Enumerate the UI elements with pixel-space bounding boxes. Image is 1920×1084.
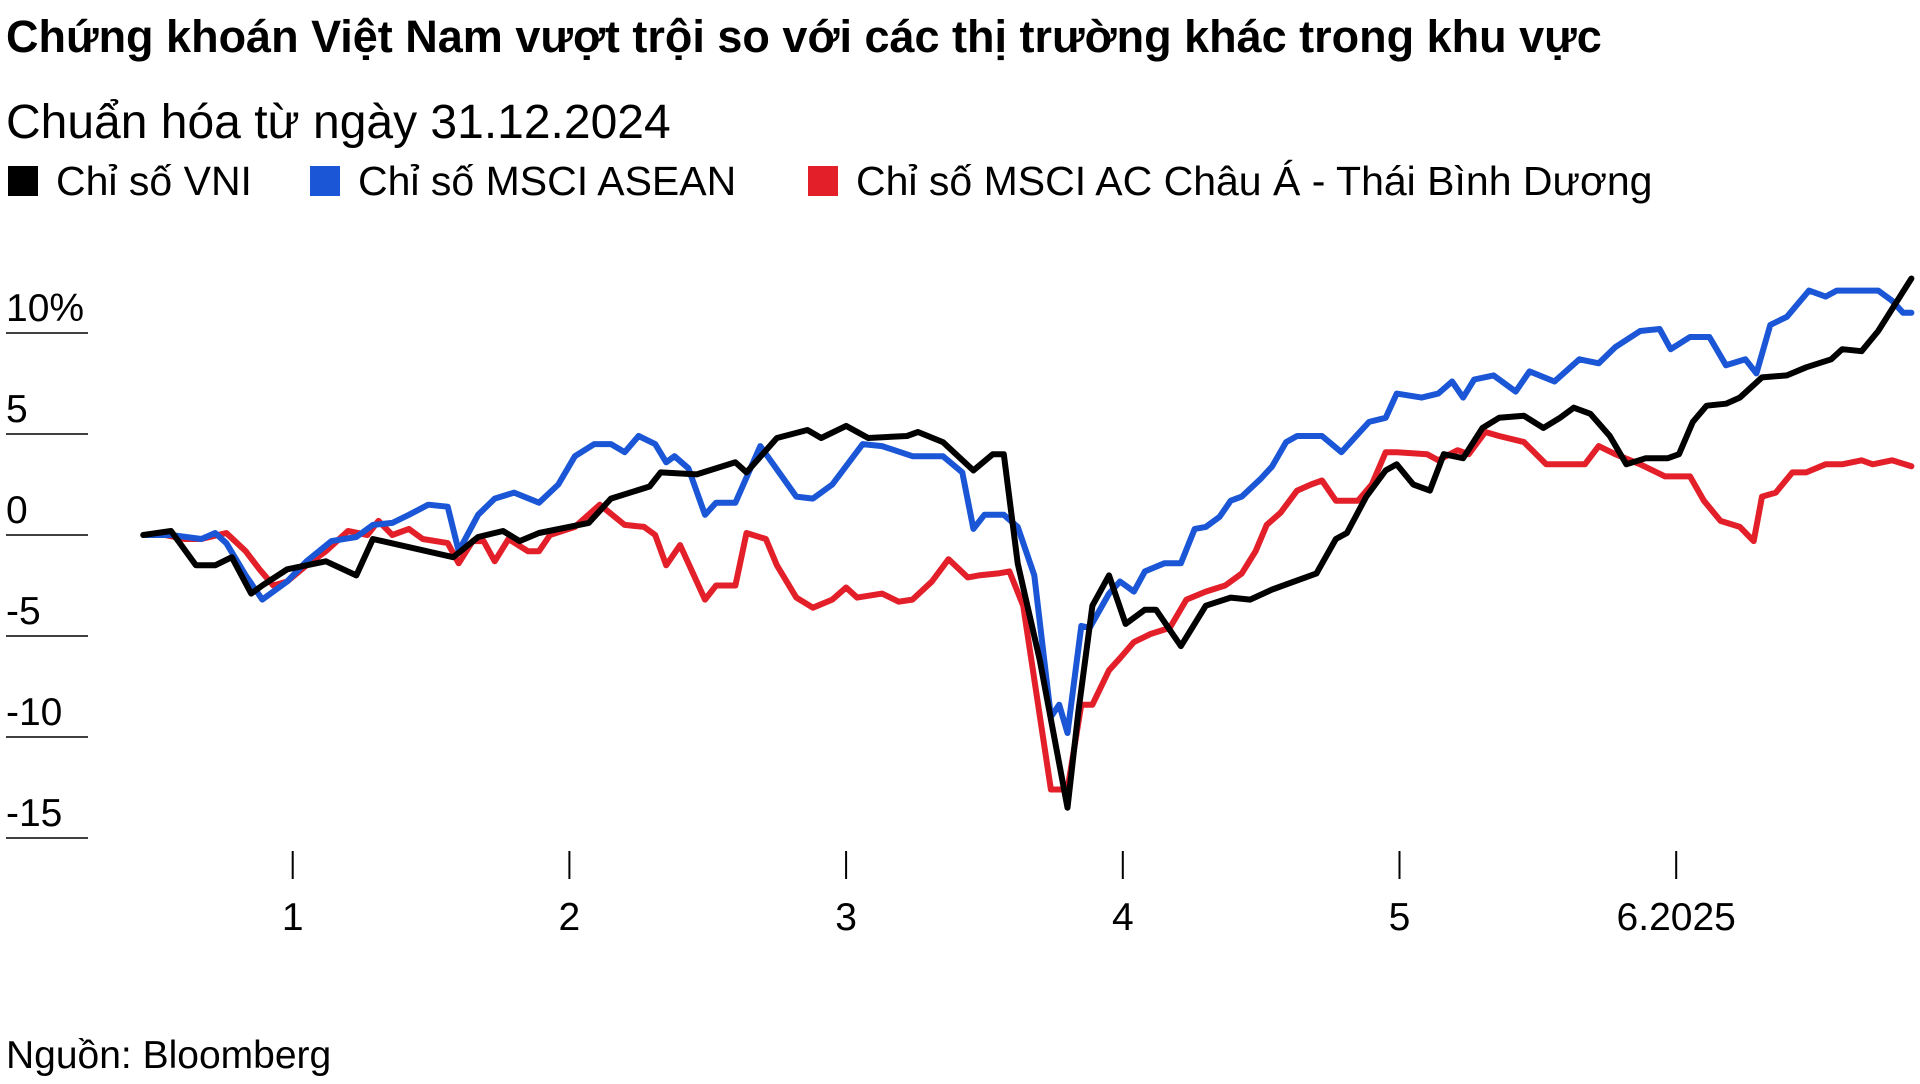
- series-line-0: [140, 275, 1915, 811]
- y-axis: 10% 5 0 -5 -10 -15: [6, 287, 88, 839]
- x-tick-label: 3: [835, 896, 857, 939]
- y-tick-label: 5: [6, 388, 28, 431]
- legend-swatch: [310, 166, 340, 196]
- y-tick-label: -5: [6, 590, 41, 633]
- series-line-1: [140, 287, 1915, 736]
- legend-swatch: [808, 166, 838, 196]
- chart-title: Chứng khoán Việt Nam vượt trội so với cá…: [6, 11, 1602, 62]
- legend-item: Chỉ số MSCI AC Châu Á - Thái Bình Dương: [808, 158, 1652, 204]
- legend-swatch: [8, 166, 38, 196]
- x-axis: 1 2 3 4 5 6.2025: [282, 851, 1736, 939]
- x-tick-label: 2: [559, 896, 581, 939]
- x-tick-label: 6.2025: [1617, 896, 1736, 939]
- x-tick-label: 1: [282, 896, 304, 939]
- legend-item: Chỉ số MSCI ASEAN: [310, 158, 736, 204]
- legend-label: Chỉ số MSCI AC Châu Á - Thái Bình Dương: [856, 158, 1652, 204]
- x-tick-label: 5: [1389, 896, 1411, 939]
- source-note: Nguồn: Bloomberg: [6, 1034, 331, 1077]
- series-line-2: [140, 429, 1915, 793]
- plot-lines: [140, 275, 1915, 811]
- legend: Chỉ số VNI Chỉ số MSCI ASEAN Chỉ số MSCI A…: [8, 158, 1652, 204]
- y-tick-label: 0: [6, 489, 28, 532]
- legend-label: Chỉ số MSCI ASEAN: [358, 158, 736, 204]
- y-tick-label: 10%: [6, 287, 84, 330]
- y-tick-label: -15: [6, 792, 62, 835]
- y-tick-label: -10: [6, 691, 62, 734]
- legend-item: Chỉ số VNI: [8, 158, 252, 204]
- chart-subtitle: Chuẩn hóa từ ngày 31.12.2024: [6, 96, 671, 149]
- x-tick-label: 4: [1112, 896, 1134, 939]
- legend-label: Chỉ số VNI: [56, 158, 252, 204]
